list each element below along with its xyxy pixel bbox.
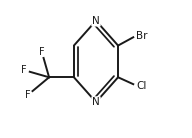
Text: Br: Br — [136, 31, 147, 41]
Text: Cl: Cl — [136, 81, 146, 91]
Text: N: N — [92, 16, 100, 26]
Text: N: N — [92, 97, 100, 107]
Text: F: F — [39, 47, 45, 57]
Text: F: F — [21, 65, 27, 75]
Text: F: F — [25, 90, 31, 100]
